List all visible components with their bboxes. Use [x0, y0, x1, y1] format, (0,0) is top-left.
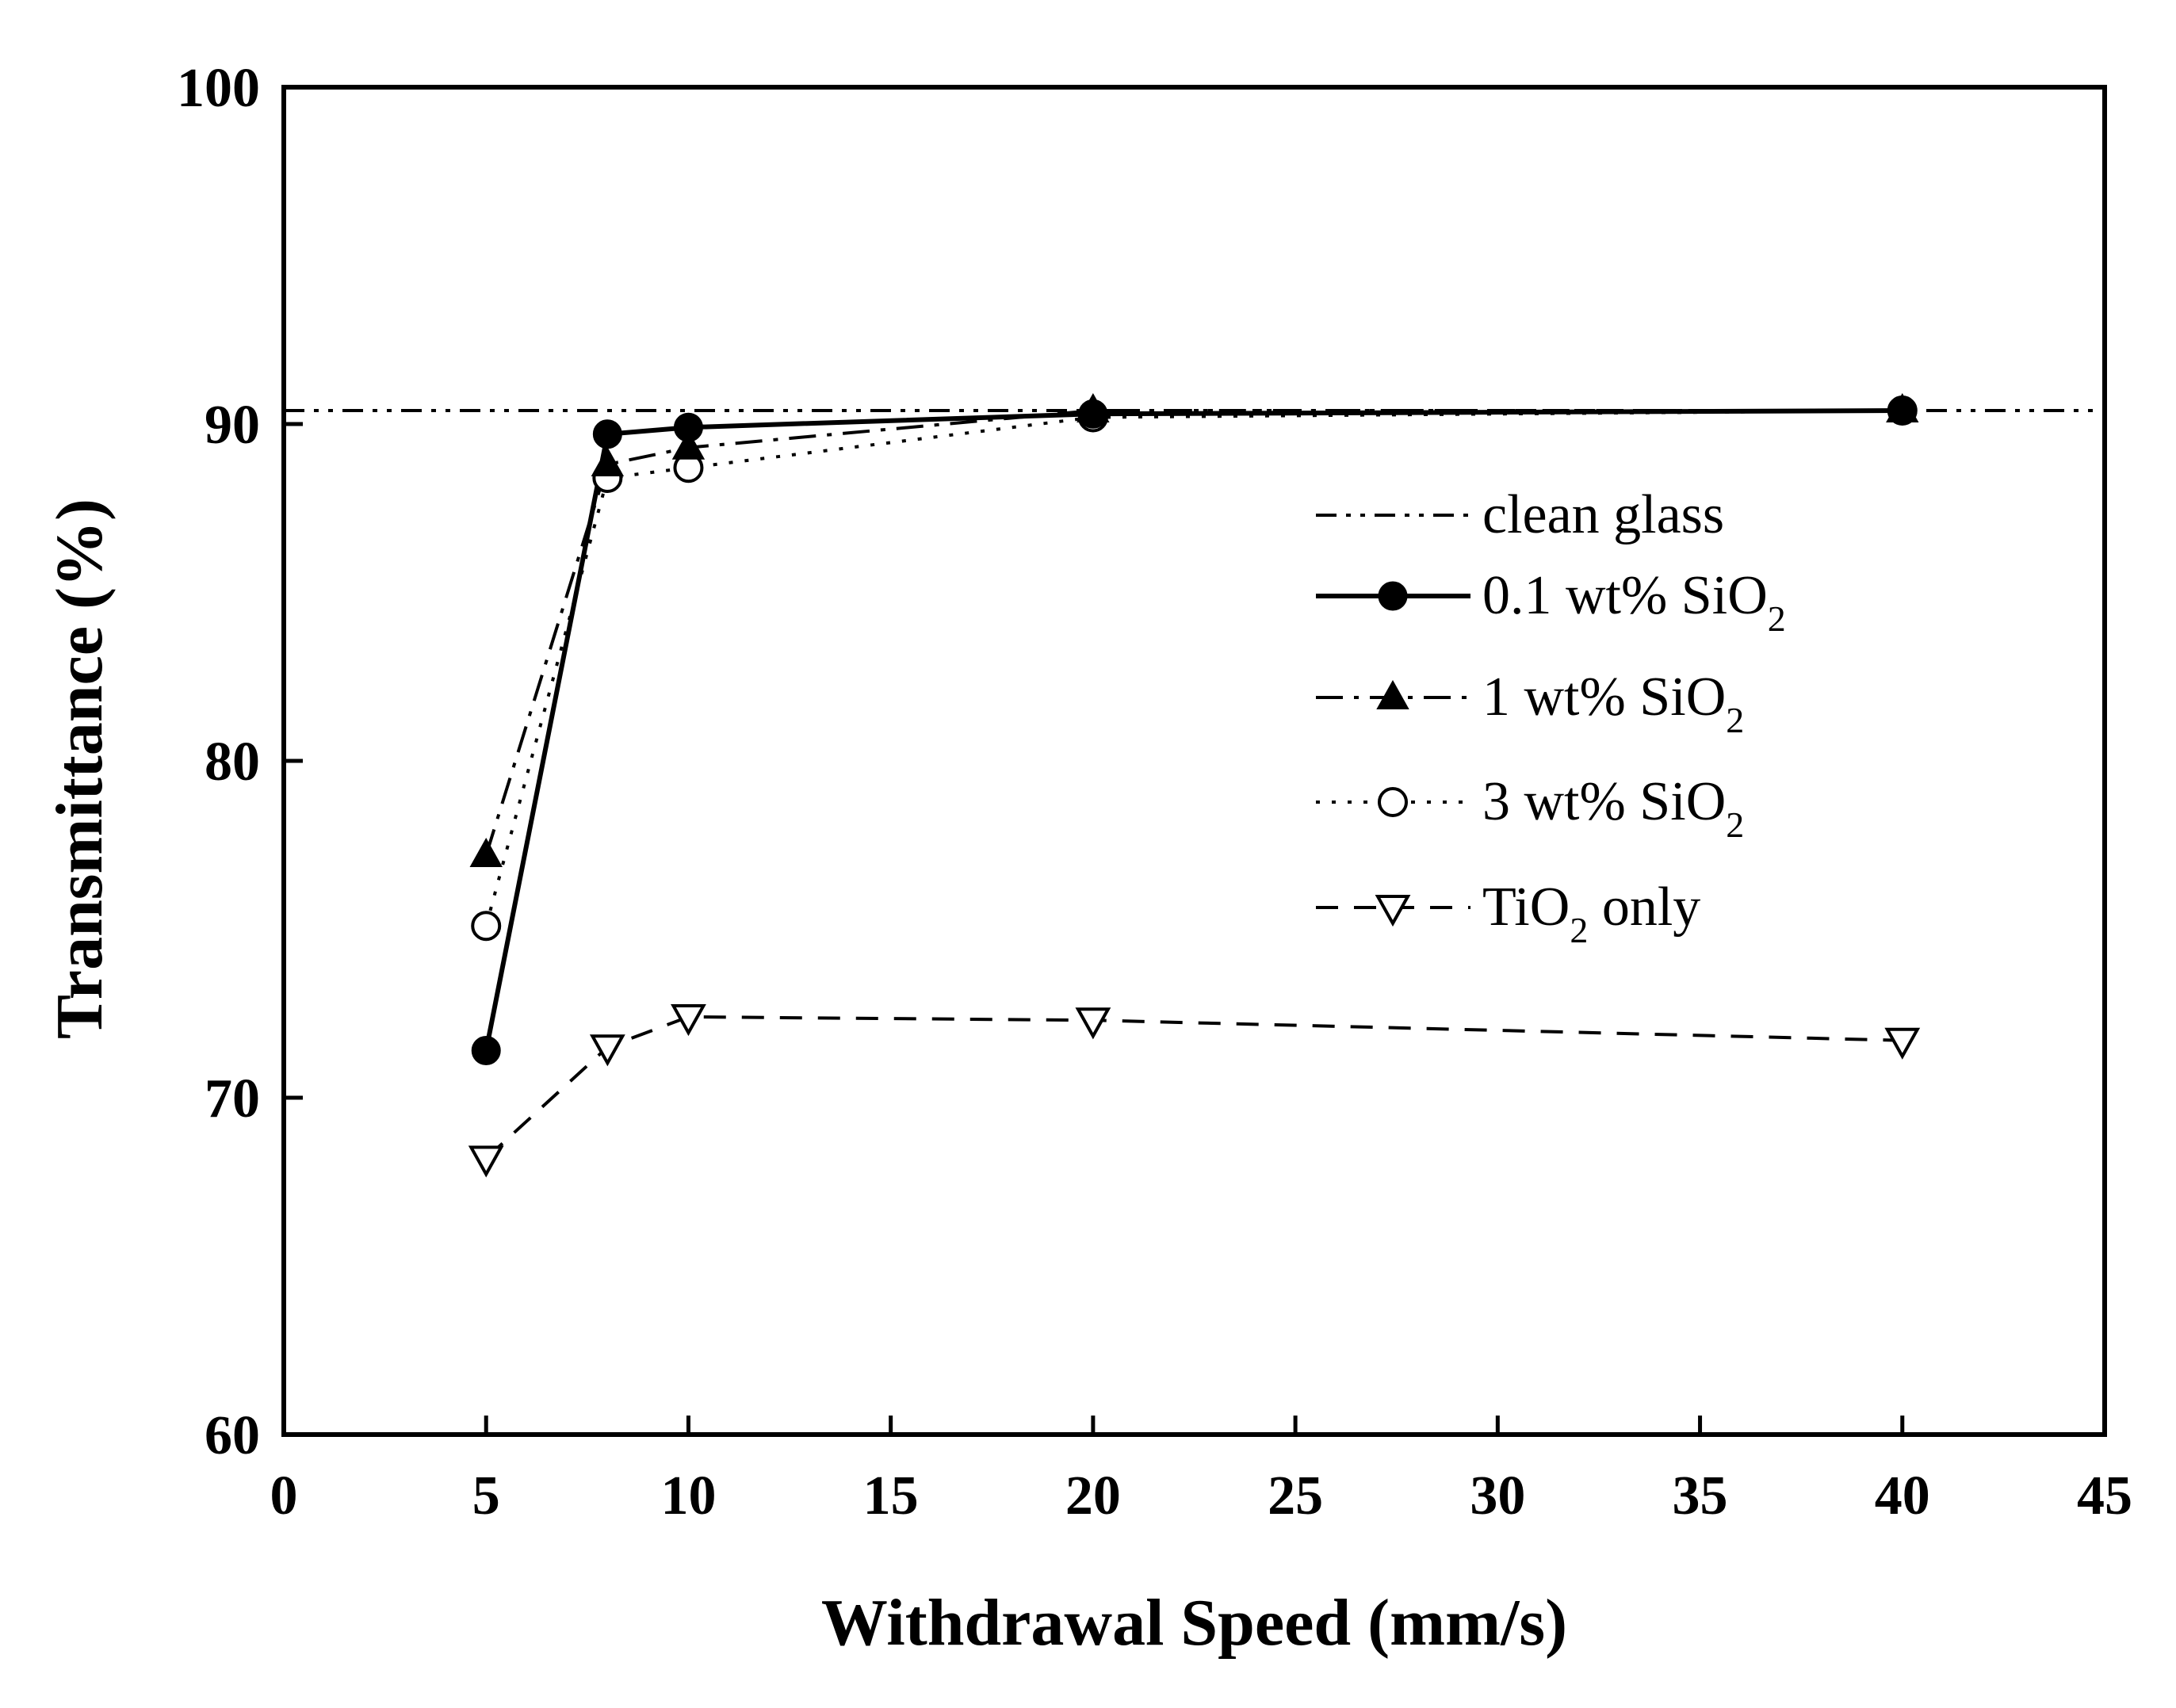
x-tick-label: 45	[2077, 1465, 2132, 1527]
series-3-point	[589, 1034, 625, 1067]
series-3-point	[671, 1004, 706, 1037]
x-tick-label: 40	[1875, 1465, 1930, 1527]
legend-marker-3	[1375, 895, 1411, 927]
legend-label-part: 3 wt% SiO	[1482, 771, 1726, 832]
y-axis-title: Transmittance (%)	[43, 499, 117, 1039]
y-tick-label: 70	[205, 1068, 260, 1129]
x-tick-label: 35	[1673, 1465, 1728, 1527]
series-0-point	[673, 412, 703, 442]
x-tick-label: 30	[1470, 1465, 1525, 1527]
legend-label-part: 1 wt% SiO	[1482, 667, 1726, 728]
y-tick-label: 60	[205, 1405, 260, 1466]
y-tick-label: 90	[205, 395, 260, 456]
x-axis-title: Withdrawal Speed (mm/s)	[821, 1586, 1567, 1660]
legend-label-clean-glass: clean glass	[1482, 484, 1724, 545]
legend-label-part: 0.1 wt% SiO	[1482, 565, 1768, 626]
x-tick-label: 15	[863, 1465, 919, 1527]
legend-label-part: only	[1588, 877, 1700, 938]
series-3-point	[1075, 1007, 1111, 1040]
x-tick-label: 10	[660, 1465, 716, 1527]
legend-label-subscript: 2	[1768, 598, 1786, 639]
legend-label-0: 0.1 wt% SiO2	[1482, 565, 1786, 639]
legend-label-subscript: 2	[1726, 804, 1744, 845]
axes: 0 5 10 15 20 25 30 35 40 45 60 70 80 90 100 Withdrawal …	[43, 58, 2132, 1660]
legend-label-3: TiO2 only	[1482, 877, 1700, 950]
x-tick-label: 5	[472, 1465, 500, 1527]
series-0-point	[1887, 395, 1918, 426]
series-2-point	[471, 911, 502, 942]
series-1-point	[591, 446, 625, 476]
legend-marker-2	[1378, 787, 1408, 817]
series-0-point	[592, 419, 622, 449]
series-3-point	[1884, 1027, 1921, 1060]
plot-area	[284, 392, 2105, 1178]
x-tick-label: 25	[1268, 1465, 1323, 1527]
y-tick-label: 100	[177, 58, 260, 119]
y-tick-label: 80	[205, 732, 260, 793]
legend-label-1: 1 wt% SiO2	[1482, 667, 1744, 740]
legend-label-2: 3 wt% SiO2	[1482, 771, 1744, 845]
legend-label-subscript: 2	[1726, 700, 1744, 740]
x-tick-label: 20	[1065, 1465, 1121, 1527]
legend-label-subscript: 2	[1570, 910, 1588, 950]
x-tick-label: 0	[270, 1465, 298, 1527]
series-0-point	[1078, 399, 1108, 429]
series-1-point	[671, 430, 706, 460]
legend-marker-1	[1376, 679, 1409, 709]
legend-marker-0	[1378, 581, 1408, 611]
series-line-3	[484, 1014, 1903, 1160]
series-0-point	[471, 1036, 501, 1065]
series-3-point	[468, 1145, 504, 1178]
series-1-point	[469, 837, 503, 867]
legend-label-part: TiO	[1482, 877, 1570, 938]
